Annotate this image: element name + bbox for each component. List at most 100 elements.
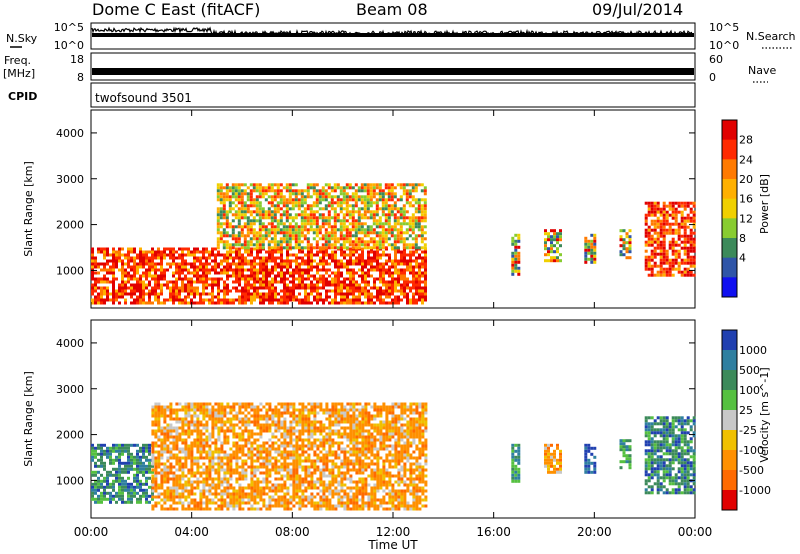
heatmap-cell-power-1 xyxy=(339,207,343,211)
heatmap-cell-velocity-1 xyxy=(229,471,233,475)
heatmap-cell-velocity-1 xyxy=(283,429,287,433)
heatmap-cell-power-6 xyxy=(644,249,648,253)
heatmap-cell-power-1 xyxy=(336,246,340,250)
heatmap-cell-power-1 xyxy=(237,213,241,217)
heatmap-cell-velocity-1 xyxy=(277,465,281,469)
heatmap-cell-power-0 xyxy=(289,274,292,278)
heatmap-cell-power-1 xyxy=(390,213,394,217)
heatmap-cell-power-1 xyxy=(285,240,289,244)
heatmap-cell-power-0 xyxy=(169,250,172,254)
heatmap-cell-velocity-1 xyxy=(232,414,236,418)
heatmap-cell-power-0 xyxy=(250,250,253,254)
heatmap-cell-power-0 xyxy=(139,250,142,254)
heatmap-cell-velocity-1 xyxy=(286,453,290,457)
heatmap-cell-velocity-1 xyxy=(151,477,155,481)
heatmap-cell-velocity-0 xyxy=(118,449,121,453)
heatmap-cell-velocity-1 xyxy=(232,471,236,475)
heatmap-cell-power-0 xyxy=(286,250,289,254)
heatmap-cell-power-0 xyxy=(151,268,154,272)
heatmap-cell-power-0 xyxy=(172,259,175,263)
heatmap-cell-power-6 xyxy=(677,249,681,253)
heatmap-cell-power-1 xyxy=(222,186,226,190)
heatmap-cell-power-1 xyxy=(288,237,292,241)
heatmap-cell-power-0 xyxy=(298,250,301,254)
heatmap-cell-power-1 xyxy=(258,231,262,235)
heatmap-cell-power-0 xyxy=(406,259,409,263)
heatmap-cell-velocity-1 xyxy=(268,429,272,433)
heatmap-cell-power-1 xyxy=(339,225,343,229)
heatmap-cell-power-1 xyxy=(387,237,391,241)
heatmap-cell-velocity-1 xyxy=(211,441,215,445)
heatmap-cell-power-0 xyxy=(196,286,199,290)
heatmap-cell-power-1 xyxy=(357,198,361,202)
heatmap-cell-power-1 xyxy=(420,207,424,211)
heatmap-cell-velocity-1 xyxy=(220,504,224,508)
heatmap-cell-power-6 xyxy=(656,240,660,244)
heatmap-cell-velocity-1 xyxy=(196,432,200,436)
heatmap-cell-power-1 xyxy=(363,222,367,226)
heatmap-cell-power-1 xyxy=(309,216,313,220)
heatmap-cell-power-0 xyxy=(259,298,262,302)
heatmap-cell-power-0 xyxy=(367,283,370,287)
heatmap-cell-velocity-1 xyxy=(184,456,188,460)
heatmap-cell-power-0 xyxy=(157,253,160,257)
heatmap-cell-power-0 xyxy=(397,295,400,299)
heatmap-cell-power-1 xyxy=(267,231,271,235)
heatmap-cell-power-1 xyxy=(387,186,391,190)
heatmap-cell-velocity-1 xyxy=(229,411,233,415)
heatmap-cell-power-3 xyxy=(556,259,559,263)
heatmap-cell-velocity-0 xyxy=(151,464,154,468)
heatmap-cell-velocity-1 xyxy=(232,453,236,457)
heatmap-cell-velocity-1 xyxy=(235,414,239,418)
heatmap-cell-power-0 xyxy=(172,298,175,302)
heatmap-cell-velocity-1 xyxy=(241,474,245,478)
heatmap-cell-power-1 xyxy=(339,204,343,208)
heatmap-cell-power-0 xyxy=(169,292,172,296)
heatmap-cell-velocity-1 xyxy=(295,465,299,469)
heatmap-cell-power-1 xyxy=(420,225,424,229)
heatmap-cell-power-0 xyxy=(334,289,337,293)
heatmap-cell-power-0 xyxy=(253,283,256,287)
heatmap-cell-velocity-1 xyxy=(187,492,191,496)
heatmap-cell-power-0 xyxy=(244,292,247,296)
heatmap-cell-power-6 xyxy=(689,240,693,244)
heatmap-cell-power-1 xyxy=(258,192,262,196)
heatmap-cell-velocity-1 xyxy=(196,417,200,421)
heatmap-cell-power-0 xyxy=(349,289,352,293)
heatmap-cell-power-1 xyxy=(336,219,340,223)
heatmap-cell-power-0 xyxy=(91,286,94,290)
heatmap-cell-power-1 xyxy=(240,198,244,202)
heatmap-cell-power-1 xyxy=(243,210,247,214)
heatmap-cell-velocity-1 xyxy=(163,426,167,430)
heatmap-cell-velocity-1 xyxy=(181,426,185,430)
heatmap-cell-power-0 xyxy=(412,292,415,296)
heatmap-cell-velocity-1 xyxy=(223,405,227,409)
heatmap-cell-power-0 xyxy=(325,289,328,293)
heatmap-cell-power-0 xyxy=(415,250,418,254)
heatmap-cell-power-0 xyxy=(325,295,328,299)
heatmap-cell-power-1 xyxy=(273,210,277,214)
heatmap-cell-power-1 xyxy=(366,240,370,244)
heatmap-cell-power-1 xyxy=(411,243,415,247)
heatmap-cell-power-3 xyxy=(553,250,556,254)
heatmap-cell-velocity-1 xyxy=(247,495,251,499)
heatmap-cell-velocity-1 xyxy=(163,462,167,466)
heatmap-cell-power-1 xyxy=(330,243,334,247)
heatmap-cell-power-0 xyxy=(109,292,112,296)
heatmap-cell-power-0 xyxy=(424,280,427,284)
heatmap-cell-power-0 xyxy=(361,301,364,305)
heatmap-cell-velocity-1 xyxy=(175,468,179,472)
heatmap-cell-velocity-1 xyxy=(178,432,182,436)
heatmap-cell-velocity-0 xyxy=(115,494,118,498)
heatmap-cell-power-6 xyxy=(689,258,693,262)
heatmap-cell-power-0 xyxy=(136,271,139,275)
heatmap-cell-velocity-1 xyxy=(154,495,158,499)
heatmap-cell-power-0 xyxy=(124,301,127,305)
heatmap-cell-velocity-1 xyxy=(256,501,260,505)
heatmap-cell-power-6 xyxy=(659,270,663,274)
heatmap-cell-power-0 xyxy=(196,256,199,260)
heatmap-cell-power-1 xyxy=(330,234,334,238)
heatmap-cell-power-0 xyxy=(208,277,211,281)
heatmap-cell-power-1 xyxy=(411,228,415,232)
